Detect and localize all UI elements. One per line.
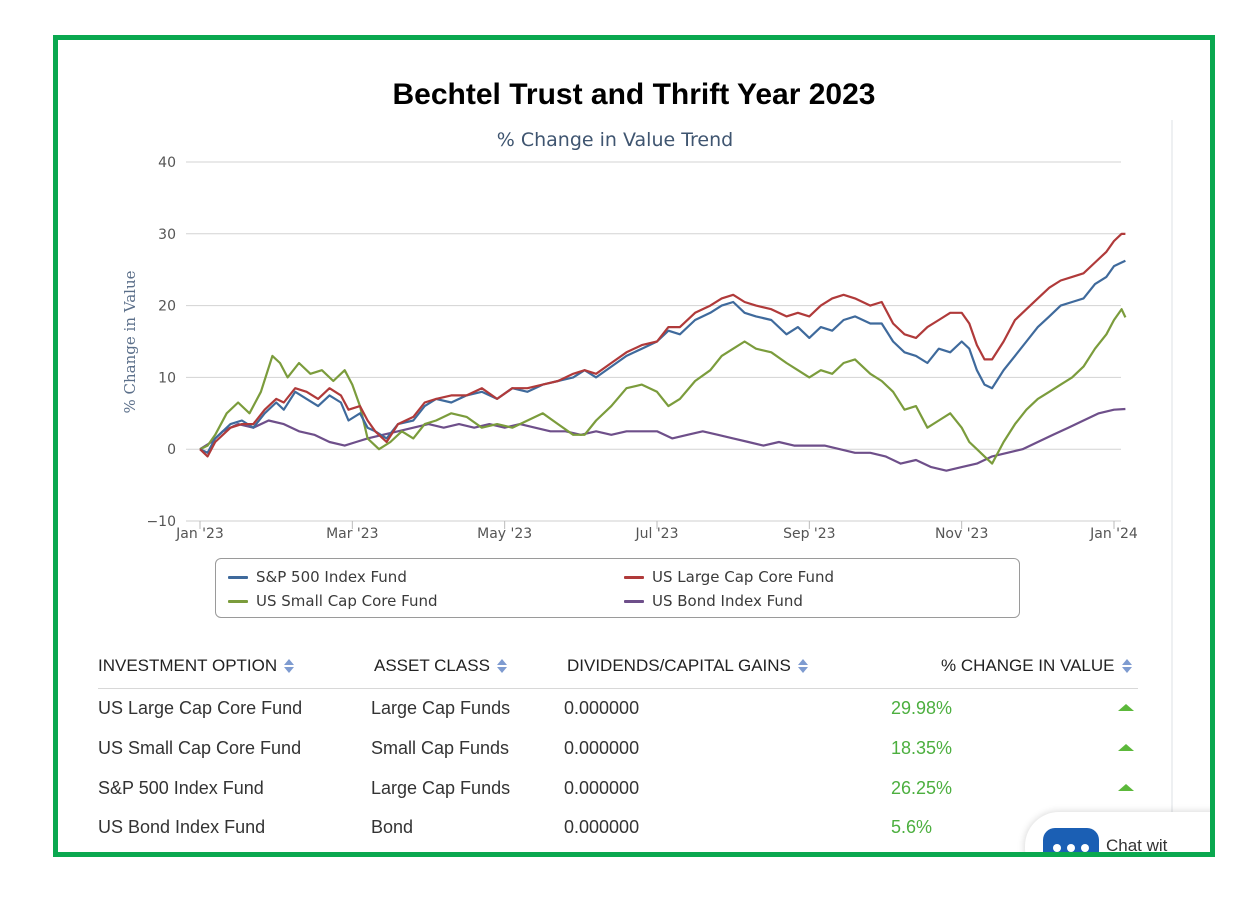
y-tick-label: 10 bbox=[158, 370, 176, 386]
table-row-4-option: US Bond Index Fund bbox=[98, 817, 266, 837]
column-header-label: DIVIDENDS/CAPITAL GAINS bbox=[567, 656, 791, 675]
column-header-investment-option[interactable]: INVESTMENT OPTION bbox=[98, 656, 295, 676]
table-row-4-dividends: 0.000000 bbox=[564, 817, 640, 837]
table-row-4-pct-change: 5.6% bbox=[891, 817, 933, 837]
x-tick-label: Jan '24 bbox=[1089, 526, 1138, 542]
legend-swatch bbox=[228, 599, 248, 603]
legend-swatch bbox=[624, 599, 644, 603]
x-tick-label: Nov '23 bbox=[935, 526, 988, 542]
chat-icon[interactable] bbox=[1043, 828, 1099, 852]
legend-label: US Bond Index Fund bbox=[652, 592, 803, 610]
legend-label: US Small Cap Core Fund bbox=[256, 592, 438, 610]
column-header-label: INVESTMENT OPTION bbox=[98, 656, 278, 675]
y-tick-label: −10 bbox=[146, 514, 176, 530]
table-row-2-asset-class: Small Cap Funds bbox=[371, 738, 510, 758]
table-row-2-dividends: 0.000000 bbox=[564, 738, 640, 758]
legend-item-large-cap[interactable]: US Large Cap Core Fund bbox=[624, 567, 834, 587]
legend-item-sp500[interactable]: S&P 500 Index Fund bbox=[228, 567, 407, 587]
x-tick-label: Jan '23 bbox=[175, 526, 224, 542]
y-tick-label: 40 bbox=[158, 155, 176, 171]
legend-label: US Large Cap Core Fund bbox=[652, 568, 835, 586]
column-header-label: ASSET CLASS bbox=[374, 656, 490, 675]
legend-swatch bbox=[624, 575, 644, 579]
legend-label: S&P 500 Index Fund bbox=[256, 568, 407, 586]
column-header-asset-class[interactable]: ASSET CLASS bbox=[374, 656, 507, 676]
table-row-2-option: US Small Cap Core Fund bbox=[98, 738, 302, 758]
x-tick-label: Jul '23 bbox=[634, 526, 678, 542]
page-frame: Bechtel Trust and Thrift Year 2023 % Cha… bbox=[53, 35, 1215, 857]
legend-item-small-cap[interactable]: US Small Cap Core Fund bbox=[228, 591, 437, 611]
x-tick-label: Sep '23 bbox=[783, 526, 836, 542]
x-tick-label: May '23 bbox=[477, 526, 532, 542]
column-header-pct-change[interactable]: % CHANGE IN VALUE bbox=[941, 656, 1132, 676]
y-tick-label: 20 bbox=[158, 299, 176, 315]
card-edge bbox=[1171, 120, 1173, 852]
table-row-3-dividends: 0.000000 bbox=[564, 778, 640, 798]
sort-icon[interactable] bbox=[284, 659, 295, 673]
table-row-1-asset-class: Large Cap Funds bbox=[371, 698, 511, 718]
table-row-4-asset-class: Bond bbox=[371, 817, 414, 837]
y-axis-label: % Change in Value bbox=[121, 270, 139, 413]
legend-swatch bbox=[228, 575, 248, 579]
x-tick-label: Mar '23 bbox=[326, 526, 379, 542]
line-chart: % Change in Value Trend % Change in Valu… bbox=[121, 129, 1138, 542]
table-row-3-asset-class: Large Cap Funds bbox=[371, 778, 511, 798]
column-header-label: % CHANGE IN VALUE bbox=[941, 656, 1115, 675]
y-tick-label: 30 bbox=[158, 227, 176, 243]
table-row-2-pct-change: 18.35% bbox=[891, 738, 953, 758]
chart-title: % Change in Value Trend bbox=[497, 129, 733, 151]
sort-icon[interactable] bbox=[797, 659, 808, 673]
trend-up-icon bbox=[1118, 784, 1134, 791]
trend-up-icon bbox=[1118, 704, 1134, 711]
sort-icon[interactable] bbox=[496, 659, 507, 673]
sort-icon[interactable] bbox=[1121, 659, 1132, 673]
page-title: Bechtel Trust and Thrift Year 2023 bbox=[392, 78, 876, 111]
chat-widget[interactable]: Chat wit bbox=[1025, 812, 1210, 855]
table-header-divider bbox=[98, 688, 1138, 689]
column-header-dividends[interactable]: DIVIDENDS/CAPITAL GAINS bbox=[567, 656, 808, 676]
series-line-us-large-cap-core-fund[interactable] bbox=[199, 232, 1126, 458]
table-row-3-option: S&P 500 Index Fund bbox=[98, 778, 264, 798]
chat-label[interactable]: Chat wit bbox=[1106, 836, 1168, 855]
table-row-1-pct-change: 29.98% bbox=[891, 698, 953, 718]
series-line-s-p-500-index-fund[interactable] bbox=[199, 259, 1126, 454]
chart-legend: S&P 500 Index Fund US Large Cap Core Fun… bbox=[215, 558, 1020, 618]
table-row-1-option: US Large Cap Core Fund bbox=[98, 698, 303, 718]
table-row-1-dividends: 0.000000 bbox=[564, 698, 640, 718]
series-line-us-bond-index-fund[interactable] bbox=[199, 407, 1126, 472]
trend-up-icon bbox=[1118, 744, 1134, 751]
legend-item-bond[interactable]: US Bond Index Fund bbox=[624, 591, 803, 611]
y-tick-label: 0 bbox=[167, 442, 176, 458]
series-line-us-small-cap-core-fund[interactable] bbox=[199, 308, 1127, 465]
table-row-3-pct-change: 26.25% bbox=[891, 778, 953, 798]
